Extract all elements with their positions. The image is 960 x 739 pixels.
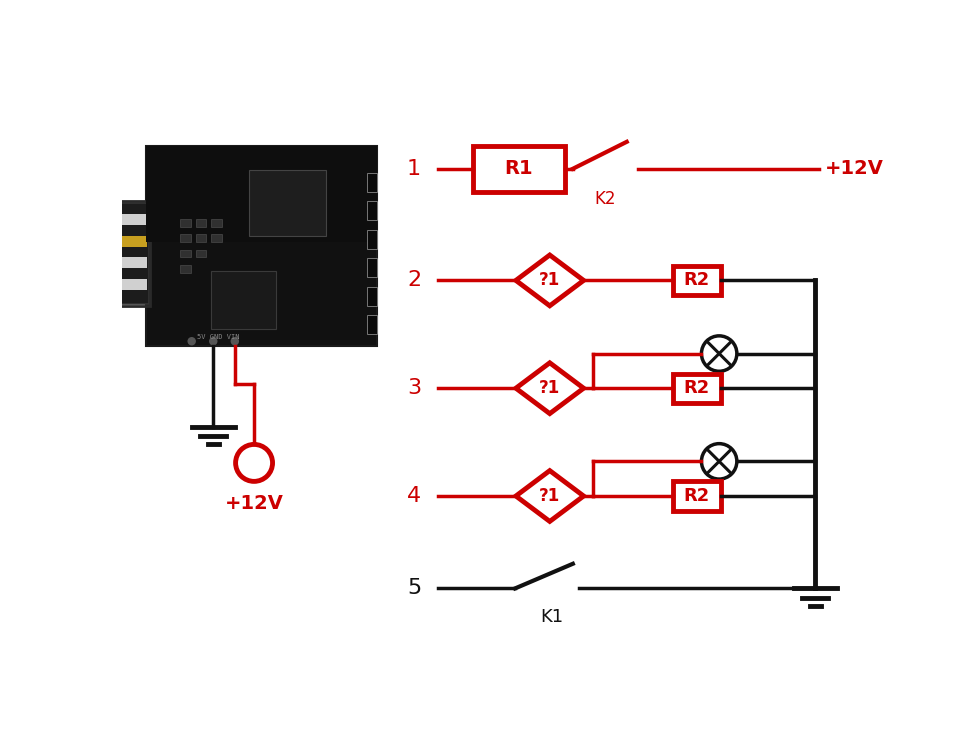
FancyBboxPatch shape [108, 203, 149, 304]
FancyBboxPatch shape [368, 315, 376, 334]
FancyBboxPatch shape [180, 265, 191, 273]
Text: 4: 4 [407, 486, 421, 506]
Text: 2: 2 [407, 270, 421, 290]
Text: 5: 5 [407, 579, 421, 599]
Circle shape [209, 337, 218, 345]
FancyBboxPatch shape [368, 173, 376, 192]
Polygon shape [516, 471, 584, 522]
Text: ?1: ?1 [540, 379, 561, 397]
Text: ?1: ?1 [540, 487, 561, 505]
Polygon shape [516, 255, 584, 306]
FancyBboxPatch shape [196, 219, 206, 227]
Text: 1: 1 [407, 159, 421, 179]
FancyBboxPatch shape [146, 146, 376, 346]
FancyBboxPatch shape [196, 234, 206, 242]
FancyBboxPatch shape [368, 287, 376, 306]
FancyBboxPatch shape [368, 201, 376, 220]
FancyBboxPatch shape [111, 214, 147, 225]
FancyBboxPatch shape [368, 230, 376, 249]
FancyBboxPatch shape [211, 234, 222, 242]
FancyBboxPatch shape [180, 219, 191, 227]
FancyBboxPatch shape [673, 481, 721, 511]
Text: 5V GND VIN: 5V GND VIN [198, 333, 240, 340]
FancyBboxPatch shape [180, 250, 191, 257]
Circle shape [187, 337, 196, 345]
FancyBboxPatch shape [146, 146, 233, 236]
FancyBboxPatch shape [111, 279, 147, 290]
Text: R2: R2 [684, 379, 710, 397]
Text: +12V: +12V [825, 160, 883, 178]
FancyBboxPatch shape [472, 146, 565, 192]
FancyBboxPatch shape [368, 258, 376, 277]
FancyBboxPatch shape [146, 146, 376, 242]
FancyBboxPatch shape [111, 236, 147, 247]
FancyBboxPatch shape [111, 257, 147, 268]
FancyBboxPatch shape [673, 266, 721, 295]
Circle shape [230, 337, 239, 345]
Text: R2: R2 [684, 271, 710, 290]
Text: +12V: +12V [225, 494, 283, 513]
FancyBboxPatch shape [211, 271, 276, 329]
Text: K1: K1 [540, 607, 564, 626]
Text: ?1: ?1 [540, 271, 561, 290]
FancyBboxPatch shape [196, 250, 206, 257]
FancyBboxPatch shape [211, 219, 222, 227]
Polygon shape [516, 363, 584, 414]
Text: K2: K2 [595, 191, 616, 208]
FancyBboxPatch shape [250, 170, 326, 236]
Text: 3: 3 [407, 378, 421, 398]
FancyBboxPatch shape [673, 374, 721, 403]
FancyBboxPatch shape [180, 234, 191, 242]
Text: R2: R2 [684, 487, 710, 505]
Text: R1: R1 [505, 160, 533, 178]
